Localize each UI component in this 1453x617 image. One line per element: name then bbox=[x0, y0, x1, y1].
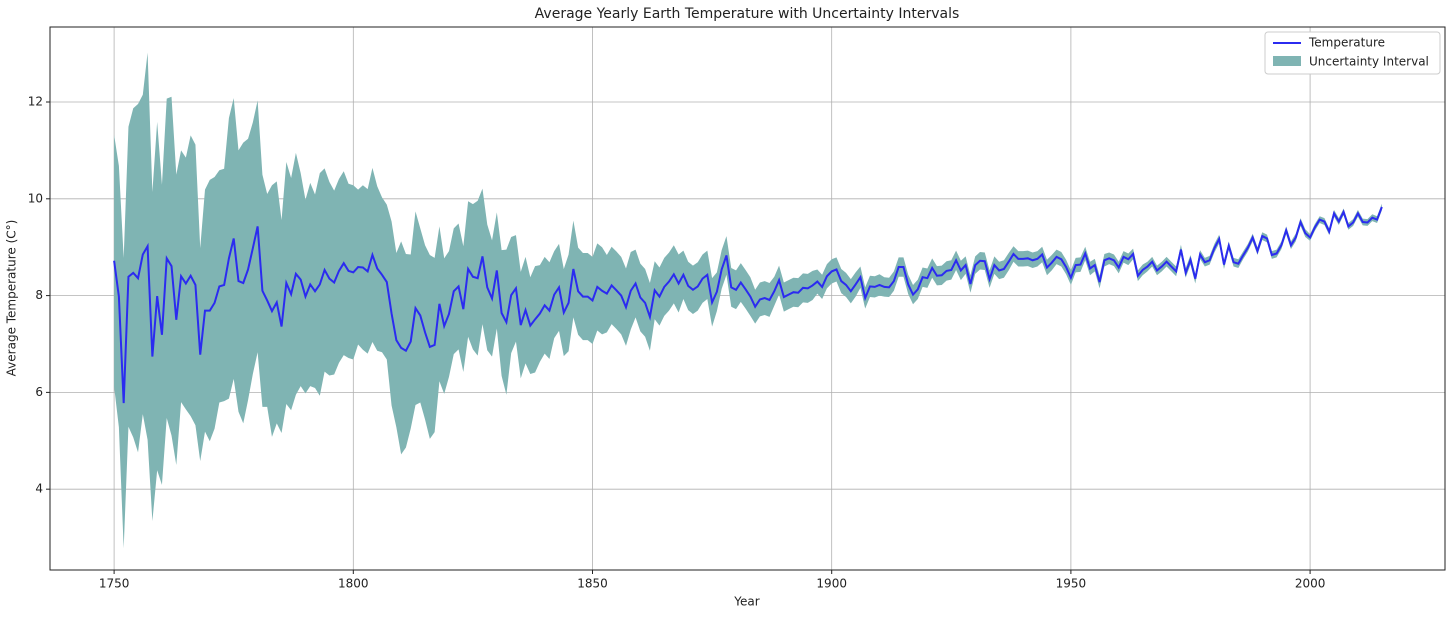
chart-title: Average Yearly Earth Temperature with Un… bbox=[535, 6, 960, 22]
legend-swatch bbox=[1273, 56, 1301, 66]
legend-label: Uncertainty Interval bbox=[1309, 55, 1429, 69]
y-tick-label: 10 bbox=[28, 191, 43, 205]
y-axis-label: Average Temperature (C°) bbox=[5, 220, 19, 377]
x-tick-label: 1850 bbox=[577, 577, 608, 591]
legend-box bbox=[1264, 31, 1441, 75]
x-axis-label: Year bbox=[733, 595, 759, 609]
x-tick-label: 1750 bbox=[99, 577, 130, 591]
y-tick-label: 4 bbox=[35, 482, 43, 496]
uncertainty-band bbox=[114, 52, 1382, 549]
y-tick-label: 8 bbox=[35, 288, 43, 302]
plot-frame bbox=[49, 26, 1446, 571]
legend: Temperature Uncertainty Interval bbox=[1264, 31, 1441, 75]
x-tick-label: 1950 bbox=[1056, 577, 1087, 591]
x-tick-label: 1800 bbox=[338, 577, 369, 591]
x-tick-label: 2000 bbox=[1295, 577, 1326, 591]
legend-label: Temperature bbox=[1308, 36, 1385, 50]
temperature-line bbox=[113, 206, 1383, 404]
x-tick-label: 1900 bbox=[816, 577, 847, 591]
y-tick-label: 6 bbox=[35, 385, 43, 399]
y-tick-label: 12 bbox=[28, 95, 43, 109]
